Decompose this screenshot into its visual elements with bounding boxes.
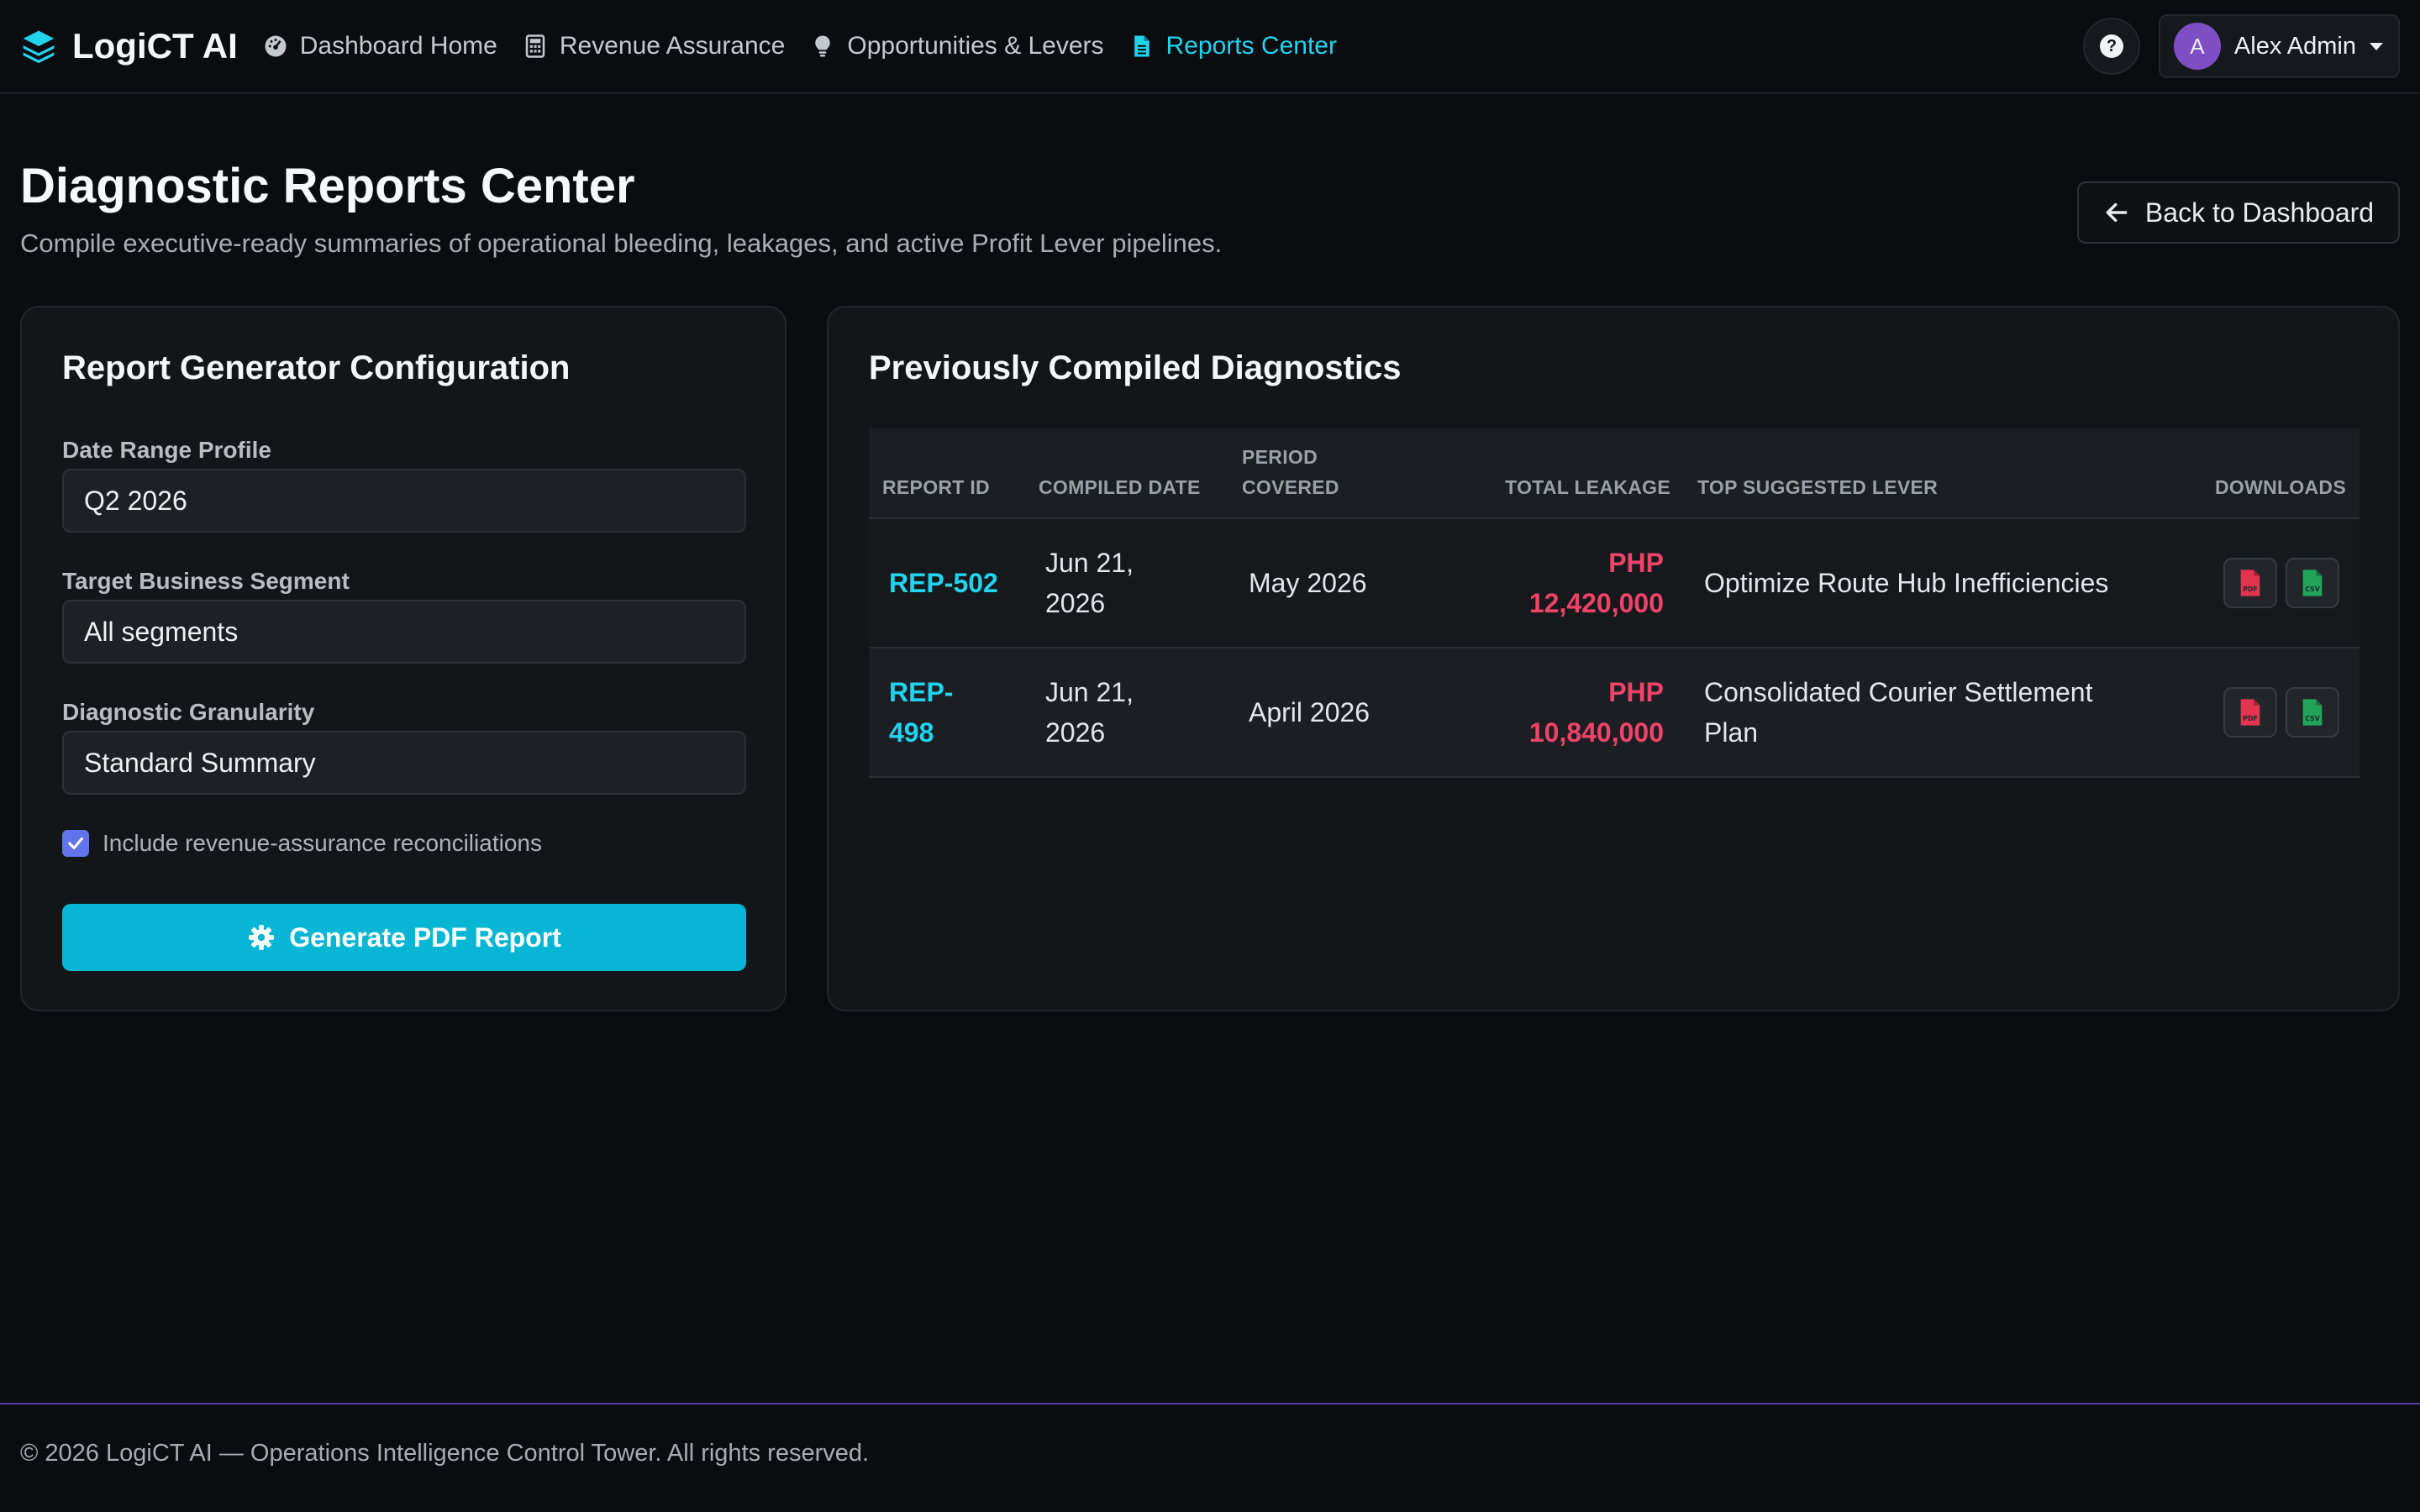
leakage-amount: 10,840,000 bbox=[1528, 717, 1664, 748]
svg-text:PDF: PDF bbox=[2243, 585, 2257, 593]
top-lever: Consolidated Courier Settlement bbox=[1704, 677, 2093, 707]
date-range-value: Q2 2026 bbox=[84, 485, 187, 516]
download-pdf-button[interactable]: PDF bbox=[2223, 687, 2277, 738]
nav-label: Dashboard Home bbox=[299, 32, 497, 60]
back-label: Back to Dashboard bbox=[2144, 197, 2375, 228]
check-icon bbox=[68, 837, 83, 850]
period-covered: April 2026 bbox=[1249, 697, 1370, 727]
download-pdf-button[interactable]: PDF bbox=[2223, 558, 2277, 608]
arrow-left-icon bbox=[2106, 202, 2128, 223]
col-downloads: DOWNLOADS bbox=[2214, 476, 2346, 498]
file-icon bbox=[1134, 35, 1150, 57]
nav-label: Revenue Assurance bbox=[559, 32, 786, 60]
segment-label: Target Business Segment bbox=[62, 568, 350, 594]
col-period-line1: PERIOD bbox=[1242, 446, 1318, 468]
file-csv-icon: CSV bbox=[2302, 699, 2323, 726]
nav-item-opportunities-levers[interactable]: Opportunities & Levers bbox=[810, 32, 1104, 60]
table-row: REP-502 Jun 21, 2026 May 2026 PHP 12,420… bbox=[869, 519, 2360, 648]
compiled-date-year: 2026 bbox=[1045, 588, 1106, 618]
leakage-currency: PHP bbox=[1608, 548, 1664, 578]
diagnostics-title: Previously Compiled Diagnostics bbox=[869, 349, 1402, 386]
brand-name: LogiCT AI bbox=[72, 26, 238, 66]
report-id-link[interactable]: REP- bbox=[889, 677, 954, 707]
lightbulb-icon bbox=[815, 35, 831, 57]
report-config-card: Report Generator Configuration Date Rang… bbox=[20, 306, 786, 1011]
svg-text:CSV: CSV bbox=[2305, 585, 2319, 593]
col-period-line2: COVERED bbox=[1242, 476, 1339, 498]
top-navbar: LogiCT AI Dashboard Home bbox=[0, 0, 2420, 94]
compiled-date: Jun 21, bbox=[1045, 677, 1134, 707]
caret-down-icon bbox=[2370, 42, 2383, 50]
period-covered: May 2026 bbox=[1249, 568, 1367, 598]
col-total-leakage: TOTAL LEAKAGE bbox=[1505, 476, 1670, 498]
download-actions: PDF CSV bbox=[2223, 558, 2339, 608]
svg-text:CSV: CSV bbox=[2305, 715, 2319, 722]
file-pdf-icon: PDF bbox=[2240, 570, 2260, 596]
gauge-icon bbox=[265, 35, 287, 57]
table-header: REPORT ID COMPILED DATE PERIOD COVERED T… bbox=[869, 428, 2360, 519]
back-to-dashboard-button[interactable]: Back to Dashboard bbox=[2077, 181, 2400, 244]
nav-item-reports-center[interactable]: Reports Center bbox=[1129, 32, 1337, 60]
gear-icon bbox=[249, 925, 275, 950]
file-csv-icon: CSV bbox=[2302, 570, 2323, 596]
download-actions: PDF CSV bbox=[2223, 687, 2339, 738]
granularity-value: Standard Summary bbox=[84, 747, 316, 778]
compiled-date-year: 2026 bbox=[1045, 717, 1106, 748]
col-compiled-date: COMPILED DATE bbox=[1039, 476, 1201, 498]
nav-item-revenue-assurance[interactable]: Revenue Assurance bbox=[523, 32, 786, 60]
leakage-amount: 12,420,000 bbox=[1528, 588, 1664, 618]
download-csv-button[interactable]: CSV bbox=[2286, 687, 2339, 738]
nav-label: Reports Center bbox=[1165, 32, 1337, 60]
user-menu-button[interactable]: A Alex Admin bbox=[2158, 14, 2400, 78]
nav-menu: Dashboard Home Revenue Assurance Opportu… bbox=[263, 32, 1337, 60]
svg-text:PDF: PDF bbox=[2243, 715, 2257, 722]
report-id-link-cont[interactable]: 498 bbox=[889, 717, 934, 748]
nav-item-dashboard-home[interactable]: Dashboard Home bbox=[263, 32, 497, 60]
config-title: Report Generator Configuration bbox=[62, 349, 571, 386]
compiled-date: Jun 21, bbox=[1045, 548, 1134, 578]
page-title: Diagnostic Reports Center bbox=[20, 159, 635, 213]
date-range-select[interactable]: Q2 2026 bbox=[62, 469, 746, 533]
table-row: REP- 498 Jun 21, 2026 April 2026 PHP 10,… bbox=[869, 648, 2360, 778]
top-lever: Optimize Route Hub Inefficiencies bbox=[1704, 568, 2109, 598]
granularity-label: Diagnostic Granularity bbox=[62, 699, 315, 725]
date-range-label: Date Range Profile bbox=[62, 437, 271, 463]
granularity-select[interactable]: Standard Summary bbox=[62, 731, 746, 795]
avatar: A bbox=[2173, 23, 2221, 70]
generate-label: Generate PDF Report bbox=[289, 921, 561, 953]
compiled-diagnostics-card: Previously Compiled Diagnostics REPORT I… bbox=[827, 306, 2400, 1011]
download-csv-button[interactable]: CSV bbox=[2286, 558, 2339, 608]
report-id-link[interactable]: REP-502 bbox=[889, 568, 998, 598]
user-name: Alex Admin bbox=[2233, 32, 2356, 60]
col-report-id: REPORT ID bbox=[882, 476, 990, 498]
generate-pdf-button[interactable]: Generate PDF Report bbox=[62, 904, 746, 971]
layers-icon bbox=[23, 30, 55, 64]
nav-label: Opportunities & Levers bbox=[847, 32, 1104, 60]
footer-copyright: © 2026 LogiCT AI — Operations Intelligen… bbox=[20, 1440, 870, 1467]
nav-right: ? A Alex Admin bbox=[2082, 14, 2400, 78]
footer: © 2026 LogiCT AI — Operations Intelligen… bbox=[0, 1403, 2420, 1512]
reconciliation-checkbox[interactable] bbox=[62, 830, 89, 857]
page-subtitle: Compile executive-ready summaries of ope… bbox=[20, 228, 1223, 258]
brand[interactable]: LogiCT AI bbox=[20, 26, 238, 66]
help-button[interactable]: ? bbox=[2082, 18, 2140, 75]
leakage-currency: PHP bbox=[1608, 677, 1664, 707]
reconciliation-label[interactable]: Include revenue-assurance reconciliation… bbox=[103, 830, 542, 856]
calculator-icon bbox=[525, 34, 545, 58]
col-top-lever: TOP SUGGESTED LEVER bbox=[1697, 476, 1939, 498]
segment-value: All segments bbox=[84, 616, 239, 647]
segment-select[interactable]: All segments bbox=[62, 600, 746, 664]
top-lever-cont: Plan bbox=[1704, 717, 1759, 748]
reconciliation-option: Include revenue-assurance reconciliation… bbox=[62, 830, 542, 857]
file-pdf-icon: PDF bbox=[2240, 699, 2260, 726]
question-icon: ? bbox=[2099, 34, 2123, 58]
diagnostics-table: REPORT ID COMPILED DATE PERIOD COVERED T… bbox=[869, 428, 2360, 778]
